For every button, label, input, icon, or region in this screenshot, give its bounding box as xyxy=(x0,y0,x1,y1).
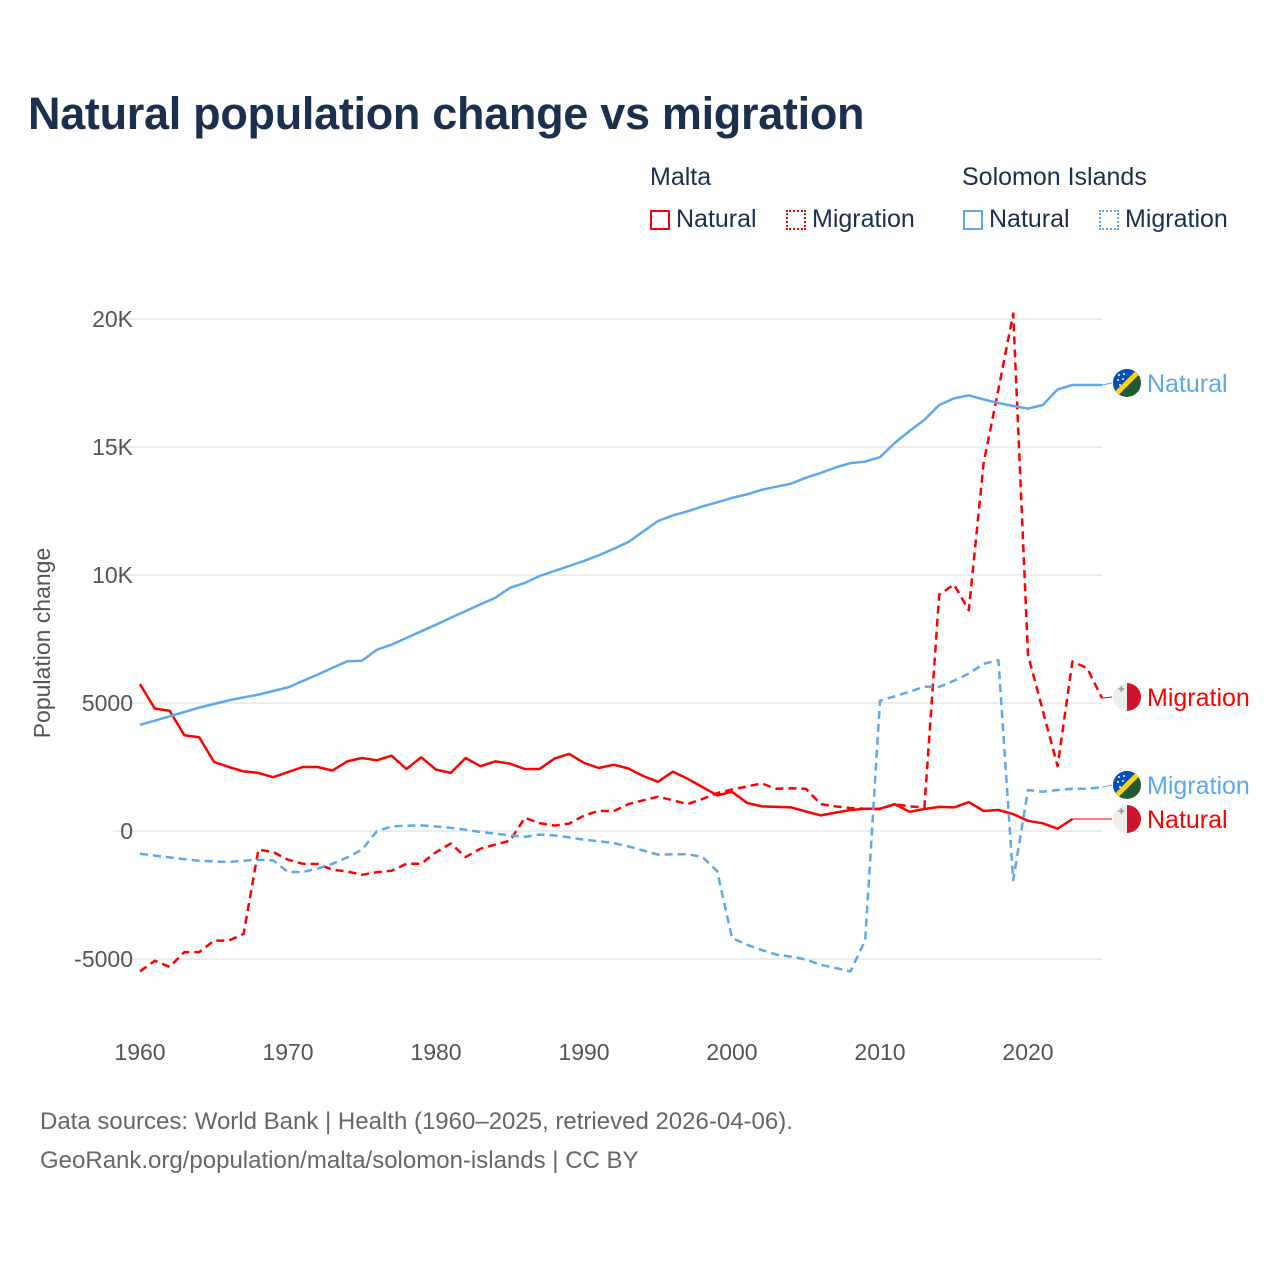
legend-item-solomon-natural[interactable]: Natural xyxy=(963,205,1070,234)
chart-title: Natural population change vs migration xyxy=(28,88,865,139)
footer-url[interactable]: GeoRank.org/population/malta/solomon-isl… xyxy=(40,1147,639,1174)
series-line-solomon-islands-natural xyxy=(139,383,1102,727)
flag-star xyxy=(1118,374,1120,376)
legend-swatch-dotted xyxy=(786,209,806,230)
footer-sources: Data sources: World Bank | Health (1960–… xyxy=(40,1108,793,1135)
legend-label: Migration xyxy=(1125,205,1228,233)
flag-white xyxy=(1113,683,1127,711)
legend-label: Natural xyxy=(676,205,757,233)
flag-body: ✚ xyxy=(1113,805,1141,833)
flag-star xyxy=(1117,379,1119,381)
y-tick-label: 20K xyxy=(92,306,134,332)
y-tick-label: -5000 xyxy=(74,946,133,972)
flag-body xyxy=(1113,771,1141,799)
series-line-malta-natural xyxy=(138,683,1074,830)
flag-star xyxy=(1123,775,1125,777)
flag-body xyxy=(1113,369,1141,397)
legend-item-malta-migration[interactable]: Migration xyxy=(786,205,915,234)
flag-cross: ✚ xyxy=(1118,685,1125,694)
x-tick-label: 1970 xyxy=(262,1039,313,1065)
end-label: Natural xyxy=(1147,806,1228,834)
flag-body: ✚ xyxy=(1113,683,1141,711)
x-tick-label: 2020 xyxy=(1002,1039,1053,1065)
legend-label: Natural xyxy=(989,205,1070,233)
malta-flag-icon: ✚ xyxy=(1113,683,1141,711)
gridlines xyxy=(113,318,1102,960)
solomon-islands-flag-icon xyxy=(1113,369,1141,397)
flag-star xyxy=(1122,378,1124,380)
end-label: Migration xyxy=(1147,684,1250,712)
y-tick-label: 15K xyxy=(92,434,134,460)
end-label: Natural xyxy=(1147,370,1228,398)
x-tick-label: 2000 xyxy=(706,1039,757,1065)
legend-swatch-solid xyxy=(650,209,670,230)
legend-group-malta: Malta xyxy=(650,163,712,191)
flag-star xyxy=(1117,781,1119,783)
y-tick-labels: -5000 0 5000 10K 15K 20K xyxy=(74,306,133,972)
flag-star xyxy=(1119,384,1121,386)
legend-swatch-dotted xyxy=(1099,209,1119,230)
flag-white xyxy=(1113,805,1127,833)
y-tick-label: 10K xyxy=(92,562,134,588)
x-tick-label: 2010 xyxy=(854,1039,905,1065)
flag-stripe xyxy=(1113,771,1141,799)
flag-star xyxy=(1118,776,1120,778)
flag-red xyxy=(1127,683,1141,711)
series-line-malta-migration xyxy=(139,312,1104,973)
y-tick-label: 5000 xyxy=(82,690,133,716)
y-tick-label: 0 xyxy=(120,818,133,844)
y-axis-label: Population change xyxy=(29,548,55,739)
legend-item-solomon-migration[interactable]: Migration xyxy=(1099,205,1228,234)
flag-star xyxy=(1122,780,1124,782)
leader-line xyxy=(1101,784,1113,788)
legend-item-malta-natural[interactable]: Natural xyxy=(650,205,757,234)
malta-flag-icon: ✚ xyxy=(1113,805,1141,833)
series-lines xyxy=(138,312,1104,973)
flag-star xyxy=(1123,373,1125,375)
x-tick-label: 1990 xyxy=(558,1039,609,1065)
leader-line xyxy=(1101,382,1113,386)
leader-line xyxy=(1101,696,1113,699)
x-tick-label: 1980 xyxy=(410,1039,461,1065)
solomon-islands-flag-icon xyxy=(1113,771,1141,799)
flag-stripe xyxy=(1113,369,1141,397)
legend-swatch-solid xyxy=(963,209,983,230)
end-label: Migration xyxy=(1147,772,1250,800)
end-labels: Natural ✚ Migration Migration ✚ Natural xyxy=(1072,369,1250,834)
x-tick-labels: 1960 1970 1980 1990 2000 2010 2020 xyxy=(114,1039,1053,1065)
flag-star xyxy=(1119,786,1121,788)
x-tick-label: 1960 xyxy=(114,1039,165,1065)
series-line-solomon-islands-migration xyxy=(139,658,1103,973)
flag-red xyxy=(1127,805,1141,833)
legend-group-solomon-islands: Solomon Islands xyxy=(962,163,1147,191)
flag-cross: ✚ xyxy=(1118,807,1125,816)
legend-label: Migration xyxy=(812,205,915,233)
